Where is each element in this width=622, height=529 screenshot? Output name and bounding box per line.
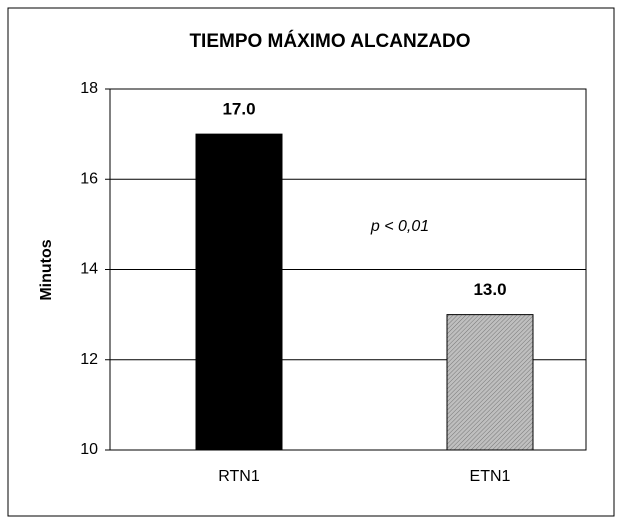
x-tick-label: RTN1: [218, 468, 260, 485]
bar: [446, 314, 534, 451]
y-tick-label: 14: [80, 261, 98, 278]
bar: [195, 133, 283, 451]
data-label: 13.0: [473, 280, 506, 299]
annotation: p < 0,01: [370, 218, 429, 235]
y-tick-label: 18: [80, 80, 98, 97]
plot-frame: [109, 88, 587, 451]
y-tick-label: 10: [80, 441, 98, 458]
y-tick-label: 16: [80, 170, 98, 187]
y-tick-label: 12: [80, 351, 98, 368]
x-tick-label: ETN1: [470, 468, 511, 485]
data-label: 17.0: [222, 100, 255, 119]
y-axis-label: Minutos: [38, 239, 55, 300]
chart-title: TIEMPO MÁXIMO ALCANZADO: [189, 30, 470, 52]
